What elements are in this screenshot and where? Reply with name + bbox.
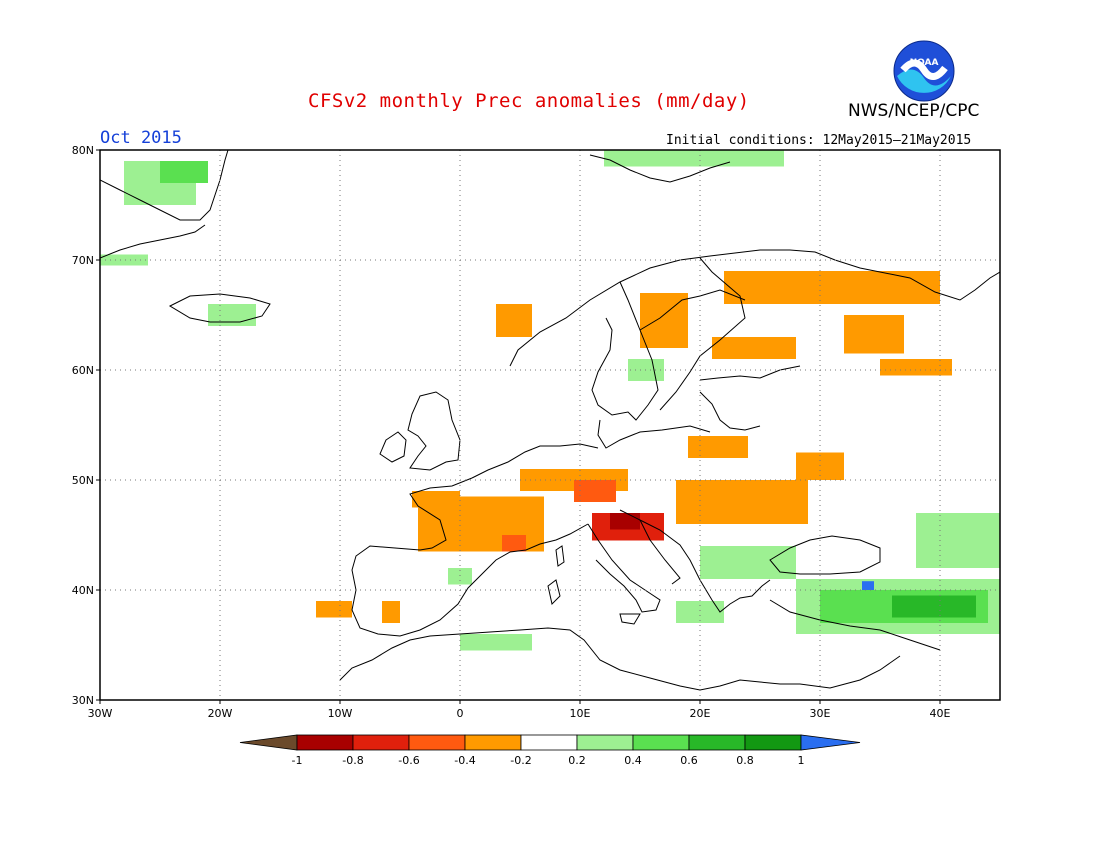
anomaly-cell-20 [160, 161, 208, 183]
lon-tick-label: 20W [208, 707, 233, 720]
anomaly-cell-5 [610, 513, 640, 530]
lat-tick-label: 70N [72, 254, 94, 267]
anomaly-cell-8 [688, 436, 748, 458]
colorbar-swatch-7 [688, 734, 746, 751]
colorbar-tick-label: -0.6 [398, 754, 419, 767]
lon-tick-label: 0 [457, 707, 464, 720]
anomaly-cell-27 [892, 595, 976, 618]
lon-tick-label: 40E [930, 707, 951, 720]
axis-ticks: 30W 20W 10W 0 10E 20E 30E 40E 30N 40N 50N 60N 70N 80N [72, 144, 951, 720]
anomaly-cell-18 [496, 304, 532, 337]
anomaly-cell-15 [262, 700, 304, 717]
anomaly-cell-21 [100, 254, 148, 266]
colorbar-tick-label: -0.2 [510, 754, 531, 767]
colorbar-swatch-8 [744, 734, 802, 751]
lon-tick-label: 20E [690, 707, 711, 720]
anomaly-cell-12 [712, 337, 796, 359]
anomaly-cell-2 [412, 491, 460, 508]
anomaly-cell-29 [460, 634, 532, 651]
organization-label: NWS/NCEP/CPC [848, 101, 980, 121]
anomaly-cell-24 [700, 546, 796, 579]
anomaly-cell-22 [208, 304, 256, 326]
lat-tick-label: 50N [72, 474, 94, 487]
colorbar-swatch-4 [520, 734, 578, 751]
lat-tick-label: 40N [72, 584, 94, 597]
anomaly-cells [100, 150, 1000, 717]
colorbar-swatch-5 [576, 734, 634, 751]
colorbar-tick-label: 0.2 [568, 754, 586, 767]
grid-lines [100, 150, 1000, 700]
month-label: Oct 2015 [100, 128, 182, 148]
anomaly-cell-6 [502, 535, 526, 552]
anomaly-cell-13 [844, 315, 904, 354]
noaa-logo: NOAA [893, 40, 955, 102]
anomaly-cell-28 [916, 513, 1000, 568]
coastlines [100, 150, 1000, 691]
chart-title: CFSv2 monthly Prec anomalies (mm/day) [308, 90, 750, 112]
lon-tick-label: 30W [88, 707, 113, 720]
anomaly-cell-11 [724, 271, 940, 304]
colorbar-tick-label: 1 [798, 754, 805, 767]
colorbar-tick-label: 0.8 [736, 754, 754, 767]
lat-tick-label: 60N [72, 364, 94, 377]
initial-conditions-label: Initial conditions: 12May2015–21May2015 [666, 133, 972, 148]
colorbar-swatch-1 [352, 734, 410, 751]
anomaly-cell-16 [316, 601, 352, 618]
anomaly-cell-30 [448, 568, 472, 585]
anomaly-cell-7 [676, 480, 808, 524]
logo-text: NOAA [910, 58, 939, 68]
colorbar-swatch-3 [464, 734, 522, 751]
colorbar-swatch-0 [296, 734, 354, 751]
anomaly-cell-3 [574, 480, 616, 502]
colorbar-tick-label: 0.6 [680, 754, 698, 767]
anomaly-cell-14 [880, 359, 952, 376]
lon-tick-label: 10W [328, 707, 353, 720]
anomaly-cell-23 [604, 150, 784, 167]
lat-tick-label: 30N [72, 694, 94, 707]
map-frame [99, 149, 1001, 701]
colorbar-swatch-6 [632, 734, 690, 751]
colorbar-tick-label: -0.4 [454, 754, 475, 767]
lon-tick-label: 30E [810, 707, 831, 720]
colorbar-low-arrow [239, 734, 298, 751]
colorbar: -1 -0.8 -0.6 -0.4 -0.2 0.2 0.4 0.6 0.8 1 [239, 734, 861, 767]
colorbar-tick-label: -1 [292, 754, 303, 767]
lon-tick-label: 10E [570, 707, 591, 720]
lat-tick-label: 80N [72, 144, 94, 157]
anomaly-cell-31 [676, 601, 724, 623]
anomaly-cell-17 [382, 601, 400, 623]
colorbar-swatch-2 [408, 734, 466, 751]
colorbar-high-arrow [800, 734, 861, 751]
anomaly-cell-33 [862, 581, 874, 590]
colorbar-tick-label: -0.8 [342, 754, 363, 767]
colorbar-tick-label: 0.4 [624, 754, 642, 767]
